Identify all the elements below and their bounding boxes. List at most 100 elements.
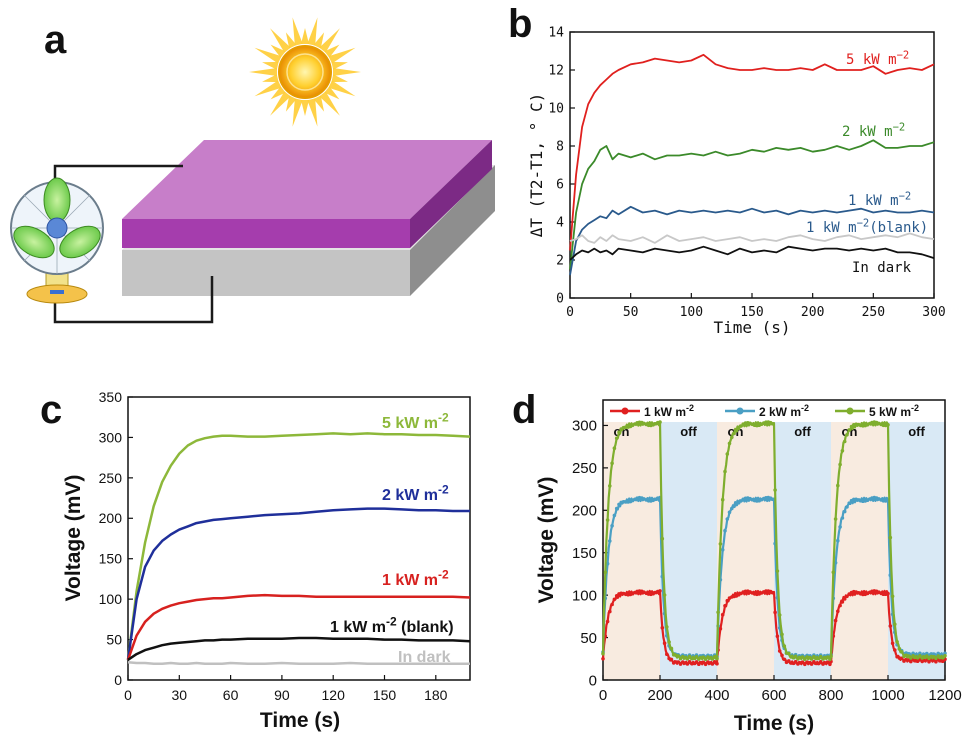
series-marker (637, 589, 642, 593)
series-marker (836, 538, 840, 543)
series-marker (665, 652, 669, 656)
series-marker (676, 653, 680, 657)
series-marker (823, 656, 828, 660)
series-marker (603, 634, 608, 638)
series-marker (703, 662, 708, 667)
series-marker (715, 661, 719, 666)
series-marker (890, 641, 895, 646)
series-marker (743, 421, 748, 425)
series-marker (766, 420, 771, 424)
series-marker (909, 659, 913, 664)
series-marker (644, 422, 649, 427)
series-label: 1 kW m-2 (blank) (330, 615, 454, 636)
series-marker (617, 502, 621, 507)
series-marker (812, 654, 816, 659)
series-marker (766, 495, 771, 500)
y-tick-label: 0 (114, 672, 122, 688)
y-tick-label: 50 (106, 631, 122, 647)
series-marker (787, 651, 791, 655)
series-marker (759, 422, 764, 427)
series-marker (868, 497, 872, 501)
series-marker (694, 660, 699, 664)
series-marker (720, 497, 725, 502)
series-marker (821, 662, 825, 666)
series-marker (782, 644, 787, 648)
series-marker (766, 589, 771, 593)
y-tick-label: 0 (556, 292, 564, 307)
series-marker (796, 662, 800, 666)
series-marker (703, 655, 708, 660)
series-marker (780, 638, 784, 642)
series-marker (865, 591, 870, 596)
x-tick-label: 250 (862, 305, 885, 320)
x-tick-label: 100 (680, 305, 703, 320)
series-marker (943, 657, 947, 661)
series-marker (796, 655, 800, 659)
series-marker (925, 657, 929, 662)
series-marker (833, 618, 838, 623)
series-marker (915, 659, 920, 663)
state-region (888, 422, 945, 680)
series-marker (863, 592, 867, 597)
series-marker (789, 655, 793, 659)
series-marker (773, 488, 777, 492)
series-marker (890, 612, 895, 617)
series-marker (775, 595, 780, 600)
series-marker (789, 661, 793, 665)
series-marker (752, 592, 757, 596)
y-tick-label: 100 (572, 587, 597, 604)
series-marker (807, 655, 812, 660)
series-label: In dark (852, 260, 912, 276)
series-marker (874, 589, 879, 594)
series-marker (739, 424, 743, 428)
series-marker (918, 651, 922, 656)
series-label: 1 kW m−2(blank) (806, 217, 928, 236)
series-marker (787, 651, 791, 656)
series-marker (681, 653, 685, 657)
series-marker (637, 420, 642, 425)
series-marker (723, 469, 727, 474)
series-marker (694, 653, 699, 657)
x-tick-label: 30 (172, 687, 188, 703)
y-tick-label: 150 (99, 551, 123, 567)
series-marker (852, 423, 856, 427)
series-marker (777, 649, 782, 653)
series-marker (730, 435, 734, 440)
series-marker (764, 589, 768, 593)
series-marker (897, 647, 902, 651)
series-marker (739, 499, 743, 503)
series-marker (847, 428, 851, 432)
series-marker (685, 662, 690, 666)
series-marker (678, 655, 683, 659)
series-marker (809, 655, 814, 660)
series-marker (927, 659, 931, 664)
series-marker (658, 420, 662, 424)
series-marker (879, 498, 883, 502)
series-marker (818, 653, 823, 657)
series-marker (671, 652, 676, 657)
series-marker (842, 509, 847, 514)
series-marker (920, 653, 924, 658)
series-marker (918, 654, 922, 658)
series-marker (764, 496, 768, 500)
series-marker (812, 660, 816, 664)
series-marker (676, 654, 680, 658)
series-marker (906, 652, 911, 656)
region-label: off (680, 424, 697, 439)
wire-top (53, 164, 183, 198)
series-marker (655, 420, 660, 425)
series-marker (893, 630, 897, 635)
series-line (127, 660, 470, 666)
series-marker (838, 525, 842, 529)
series-line (601, 496, 946, 659)
series-label: 2 kW m-2 (382, 483, 449, 504)
series-marker (746, 496, 750, 500)
series-line (569, 139, 935, 270)
series-marker (858, 498, 863, 503)
state-region (660, 422, 717, 680)
y-tick-label: 4 (556, 216, 564, 231)
series-marker (791, 661, 796, 666)
x-tick-label: 0 (566, 305, 574, 320)
y-tick-label: 10 (548, 102, 564, 117)
series-marker (662, 593, 667, 597)
